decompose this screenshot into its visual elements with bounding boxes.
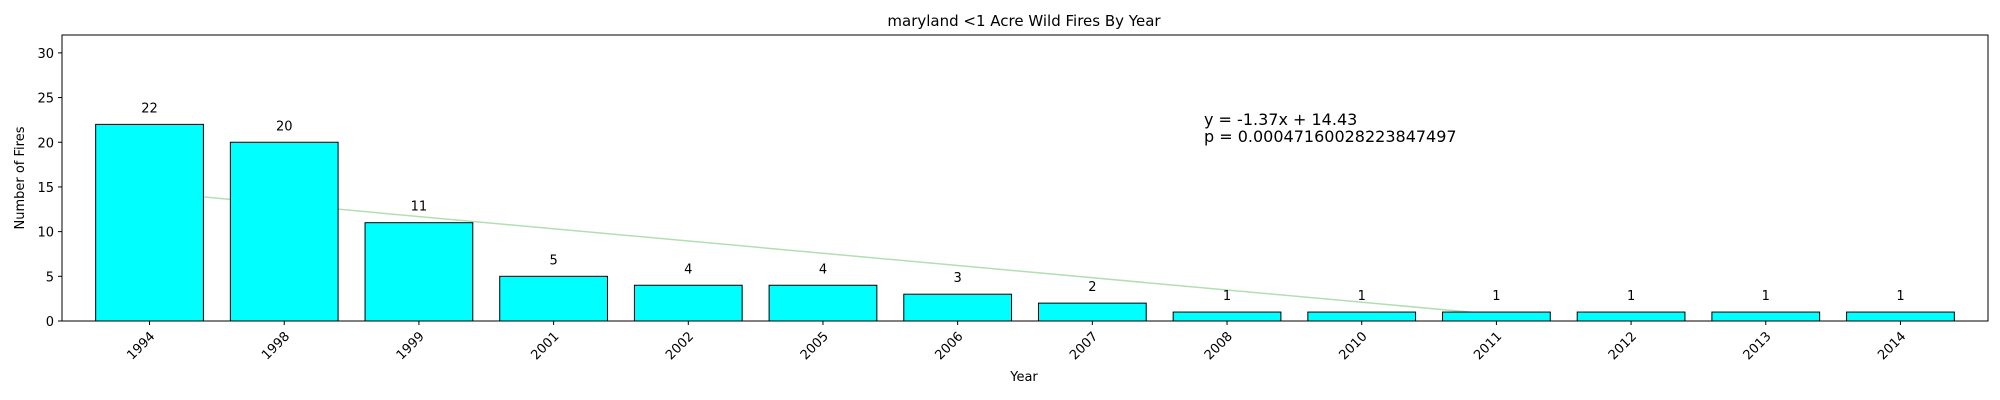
bars-layer <box>95 123 1955 322</box>
bar-2001 <box>499 275 608 322</box>
bar-value-label: 3 <box>954 271 962 286</box>
y-axis: 0 5 10 15 20 25 30 <box>37 47 62 330</box>
y-tick-label: 25 <box>37 92 54 107</box>
bar-2008 <box>1172 311 1282 322</box>
bar-2012 <box>1576 311 1686 322</box>
bar-2013 <box>1711 311 1821 322</box>
bar-2006 <box>903 293 1013 322</box>
bar-2005 <box>768 284 878 322</box>
x-tick-label: 2005 <box>798 329 832 363</box>
y-tick-label: 20 <box>37 136 54 151</box>
bar-value-label: 1 <box>1358 289 1366 304</box>
bar-1994 <box>95 123 204 322</box>
x-tick-label: 2013 <box>1741 329 1775 363</box>
bar-value-label: 11 <box>411 200 428 215</box>
y-tick-label: 10 <box>37 226 54 241</box>
x-tick-label: 2001 <box>528 329 562 363</box>
bar-value-label: 1 <box>1223 289 1231 304</box>
plot-frame <box>61 34 1989 322</box>
x-tick-label: 2007 <box>1067 329 1101 363</box>
bar-2010 <box>1307 311 1417 322</box>
x-axis-label: Year <box>1009 370 1038 385</box>
x-tick-label: 2006 <box>932 329 966 363</box>
y-tick-label: 15 <box>37 181 54 196</box>
x-tick-label: 2002 <box>663 329 697 363</box>
bar-value-label: 22 <box>141 101 158 116</box>
x-tick-label: 2008 <box>1202 329 1236 363</box>
x-axis: 1994 1998 1999 2001 2002 2005 2006 2007 2008 2010… <box>124 321 1909 363</box>
bar-2002 <box>633 284 743 322</box>
regression-p-value: p = 0.00047160028223847497 <box>1204 127 1457 146</box>
y-axis-label: Number of Fires <box>13 126 28 229</box>
bar-value-label: 1 <box>1896 289 1904 304</box>
bar-value-label: 1 <box>1492 289 1500 304</box>
x-tick-label: 2012 <box>1606 329 1640 363</box>
x-tick-label: 1998 <box>259 329 293 363</box>
y-tick-label: 30 <box>37 47 54 62</box>
x-tick-label: 2011 <box>1471 329 1505 363</box>
x-tick-label: 2010 <box>1337 329 1371 363</box>
bar-2011 <box>1442 311 1551 322</box>
trendline-layer <box>149 191 1497 316</box>
x-tick-label: 2014 <box>1875 329 1909 363</box>
bar-value-label: 1 <box>1627 289 1635 304</box>
x-tick-label: 1994 <box>124 329 158 363</box>
bar-value-label: 5 <box>549 253 557 268</box>
x-tick-label: 1999 <box>394 329 428 363</box>
bar-1999 <box>364 222 474 322</box>
regression-equation: y = -1.37x + 14.43 <box>1204 110 1357 129</box>
bar-value-label: 1 <box>1762 289 1770 304</box>
y-tick-label: 5 <box>46 270 54 285</box>
bar-2014 <box>1846 311 1955 322</box>
bar-value-label: 20 <box>276 119 293 134</box>
bar-value-label: 4 <box>819 262 827 277</box>
trendline <box>149 191 1497 316</box>
bar-1998 <box>229 141 339 322</box>
y-tick-label: 0 <box>46 315 54 330</box>
chart-title: maryland <1 Acre Wild Fires By Year <box>887 12 1161 30</box>
bar-2007 <box>1037 302 1147 322</box>
bar-value-label: 4 <box>684 262 692 277</box>
bar-value-label: 2 <box>1088 280 1096 295</box>
